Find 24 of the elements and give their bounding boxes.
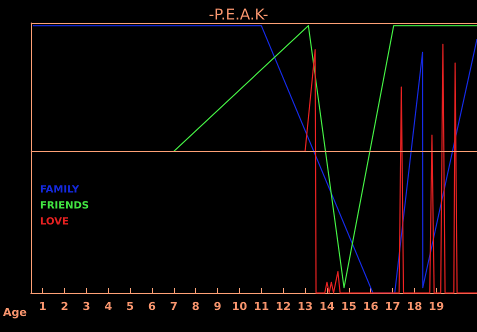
x-tick-label: 12 <box>276 300 291 313</box>
x-tick-label: 8 <box>192 300 200 313</box>
x-tick-label: 4 <box>104 300 112 313</box>
x-tick-label: 1 <box>38 300 46 313</box>
x-tick-label: 2 <box>60 300 68 313</box>
x-tick-label: 5 <box>126 300 134 313</box>
chart-title: -P.E.A.K- <box>208 6 268 24</box>
x-tick-label: 15 <box>341 300 356 313</box>
x-axis-title: Age <box>2 306 27 319</box>
x-tick-label: 16 <box>363 300 379 313</box>
x-tick-label: 7 <box>170 300 178 313</box>
x-tick-label: 17 <box>384 300 400 313</box>
x-tick-label: 18 <box>406 300 422 313</box>
x-tick-label: 11 <box>254 300 270 313</box>
text: FAMILY <box>40 184 80 196</box>
x-tick-label: 3 <box>82 300 90 313</box>
x-tick-label: 9 <box>214 300 222 313</box>
x-tick-label: 10 <box>232 300 248 313</box>
text: FRIENDS <box>40 200 89 212</box>
x-tick-label: 13 <box>297 300 313 313</box>
x-tick-label: 19 <box>428 300 444 313</box>
x-tick-label: 14 <box>319 300 335 313</box>
x-tick-label: 6 <box>148 300 156 313</box>
text: LOVE <box>40 216 69 228</box>
